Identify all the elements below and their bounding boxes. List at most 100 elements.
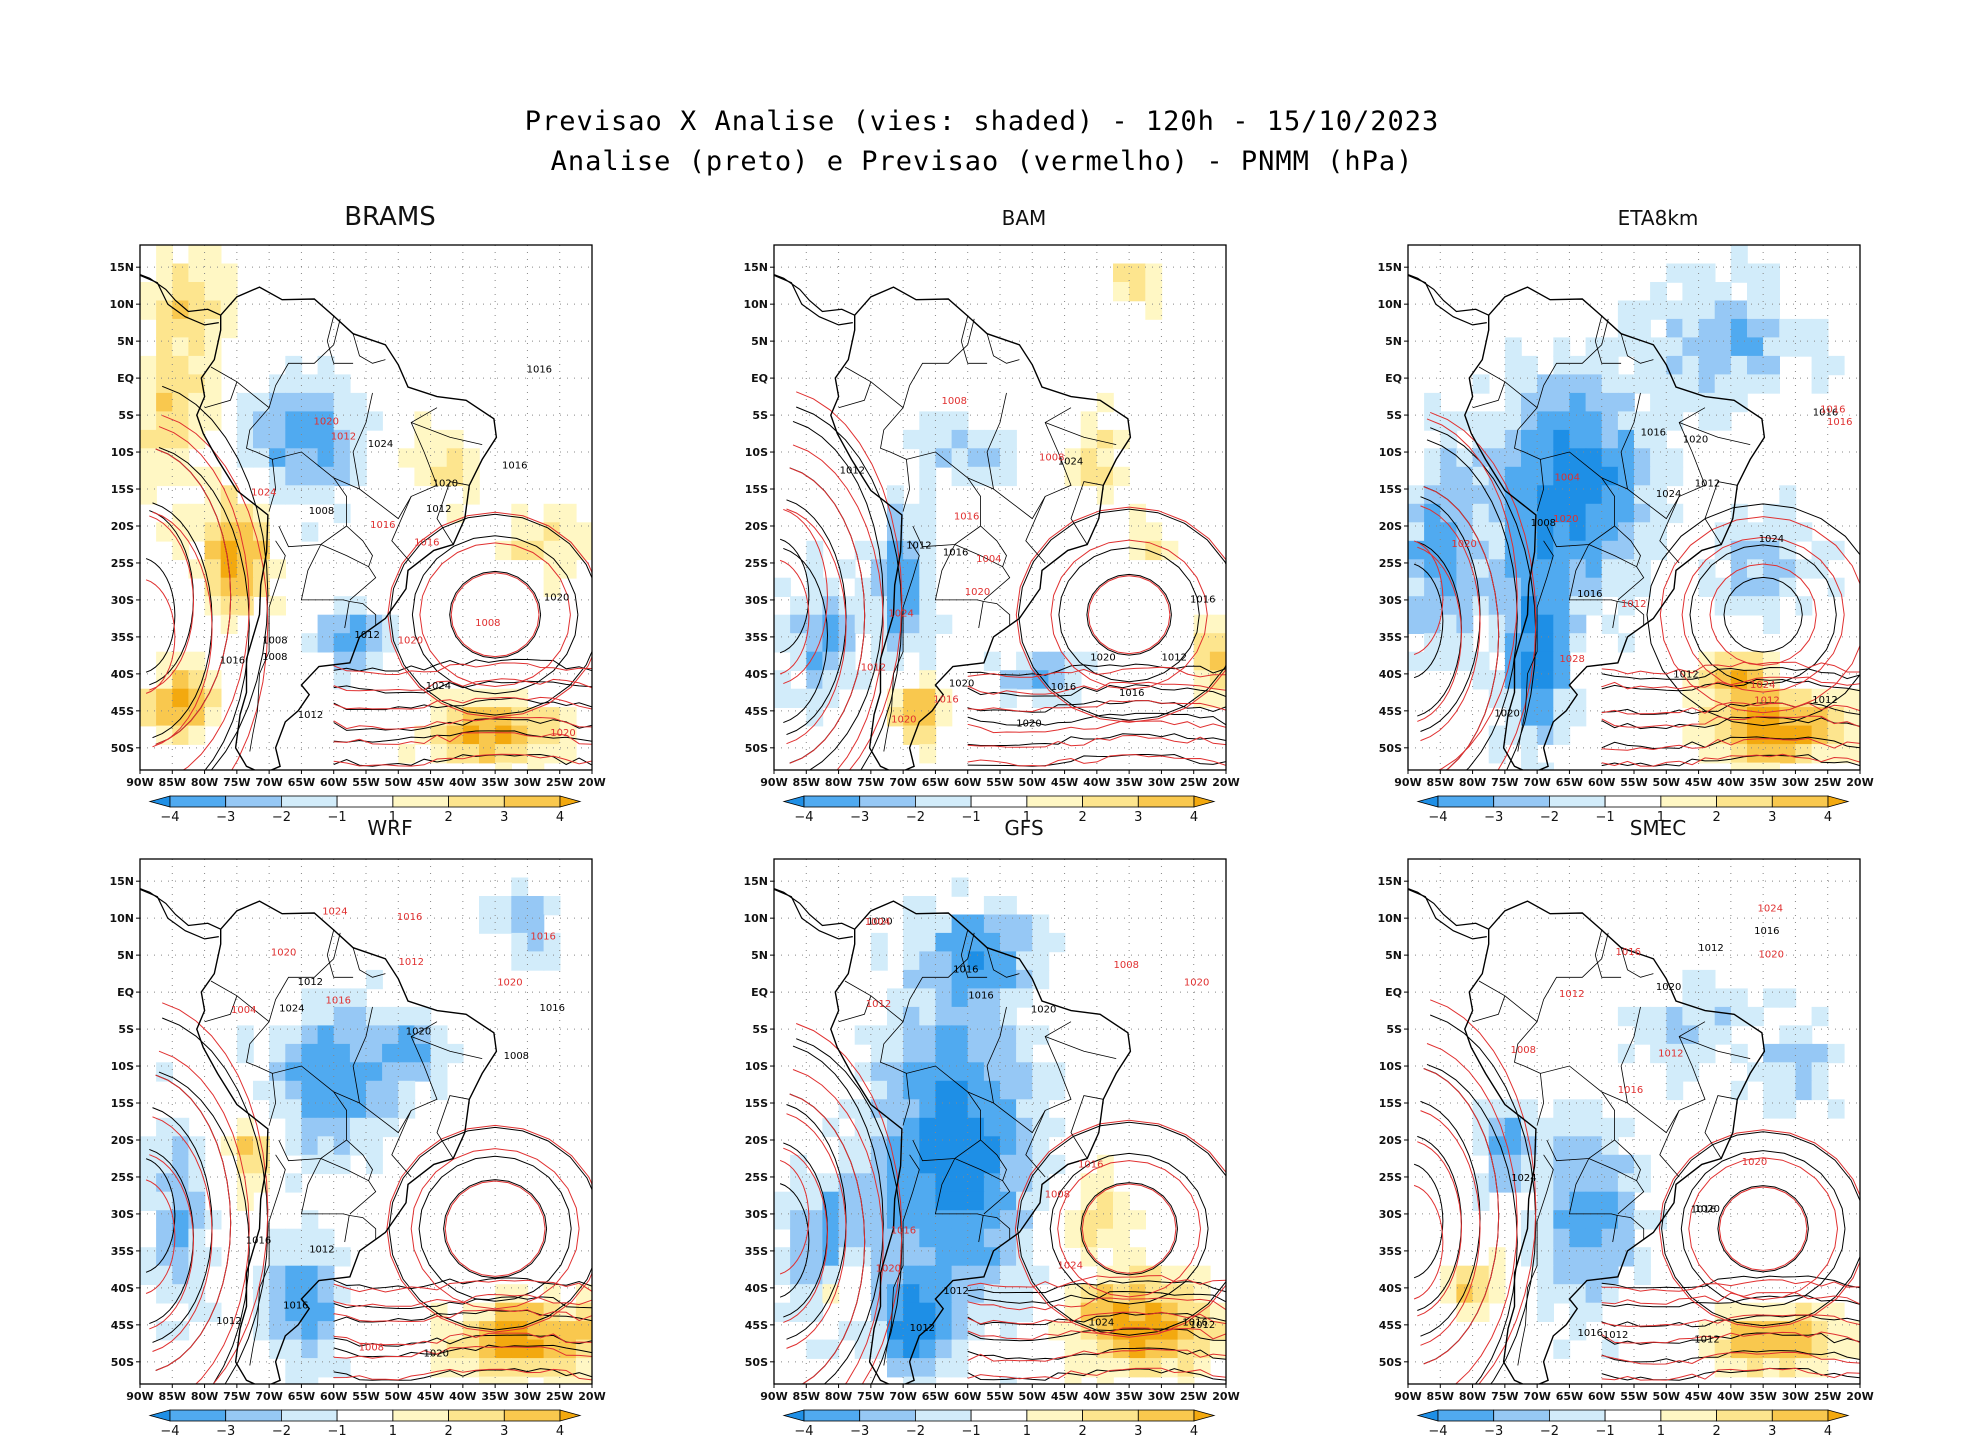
bias-cell	[140, 300, 157, 320]
bias-cell	[382, 614, 399, 634]
x-tick-label: 65W	[922, 1390, 949, 1403]
bias-cell	[1129, 1265, 1146, 1285]
bias-cell	[156, 1265, 173, 1285]
y-tick-label: 35S	[111, 631, 134, 644]
bias-cell	[1145, 1358, 1163, 1378]
bias-cell	[1424, 522, 1441, 542]
bias-cell	[1488, 411, 1506, 431]
colorbar-swatch	[169, 795, 227, 808]
bias-cell	[1537, 577, 1554, 597]
bias-cell	[1730, 318, 1748, 339]
colorbar-label: 2	[1078, 1424, 1086, 1436]
bias-cell	[967, 1265, 985, 1285]
bias-cell	[511, 1339, 529, 1359]
bias-cell	[1440, 411, 1458, 431]
bias-cell	[967, 1247, 985, 1267]
bias-cell	[1016, 1228, 1033, 1248]
bias-cell	[349, 466, 367, 487]
bias-cell	[1096, 1210, 1114, 1230]
bias-cell	[1456, 1284, 1474, 1304]
forecast-contour-label: 1020	[1742, 1157, 1767, 1168]
bias-cell	[1714, 318, 1732, 339]
bias-cell	[1080, 429, 1098, 450]
country-border	[391, 1110, 412, 1178]
bias-cell	[1763, 1099, 1780, 1119]
bias-cell	[1553, 411, 1571, 431]
forecast-contour-label: 1004	[1555, 472, 1580, 483]
bias-cell	[188, 503, 206, 524]
bias-cell	[1537, 633, 1554, 653]
colorbar-swatch	[1771, 795, 1829, 808]
bias-cell	[1537, 1265, 1554, 1285]
bias-cell	[236, 577, 254, 597]
bias-cell	[172, 374, 190, 394]
x-tick-label: 40W	[1717, 776, 1744, 789]
forecast-isobar	[1426, 1043, 1518, 1384]
bias-cell	[527, 951, 545, 971]
bias-cell	[398, 1099, 416, 1119]
bias-cell	[1096, 1173, 1114, 1193]
bias-cell	[774, 1265, 791, 1285]
bias-cell	[1795, 1025, 1813, 1045]
bias-cell	[1032, 969, 1050, 990]
colorbar-swatch	[1437, 795, 1495, 808]
bias-cell	[1634, 1247, 1651, 1267]
colorbar-label: −1	[962, 810, 981, 825]
bias-cell	[462, 448, 480, 468]
bias-cell	[903, 988, 920, 1008]
x-tick-label: 30W	[1148, 776, 1175, 789]
x-tick-label: 75W	[857, 776, 884, 789]
forecast-isobar	[333, 1368, 592, 1381]
bias-cell	[1553, 1191, 1571, 1211]
bias-cell	[1472, 559, 1490, 579]
bias-cell	[543, 896, 561, 916]
bias-cell	[919, 633, 937, 653]
bias-cell	[333, 651, 351, 671]
bias-cell	[1601, 411, 1619, 431]
bias-cell	[1113, 1284, 1130, 1304]
bias-cell	[887, 1117, 904, 1138]
x-tick-label: 35W	[481, 776, 508, 789]
bias-cell	[204, 596, 222, 616]
bias-cell	[511, 896, 529, 916]
bias-cell	[1682, 374, 1700, 394]
bias-cell	[903, 596, 920, 616]
bias-cell	[462, 485, 480, 505]
bias-cell	[1113, 429, 1130, 450]
bias-cell	[269, 392, 286, 413]
bias-cell	[935, 1339, 953, 1359]
bias-cell	[285, 411, 303, 431]
analysis-contour-label: 1024	[1089, 1317, 1114, 1328]
bias-cell	[1634, 485, 1651, 505]
x-tick-label: 60W	[1588, 776, 1615, 789]
bias-cell	[333, 374, 351, 394]
bias-cell	[172, 1173, 190, 1193]
bias-cell	[1569, 485, 1587, 505]
bias-cell	[1601, 577, 1619, 597]
bias-cell	[269, 1228, 286, 1248]
y-tick-label: 30S	[111, 594, 134, 607]
bias-cell	[575, 1321, 592, 1341]
forecast-contour-label: 1024	[1750, 680, 1775, 691]
colorbar-label: −2	[1540, 810, 1559, 825]
bias-cell	[301, 448, 319, 468]
bias-cell	[1456, 466, 1474, 487]
bias-cell	[822, 1339, 840, 1359]
forecast-contour-label: 1004	[976, 554, 1001, 565]
y-tick-label: 50S	[1379, 742, 1402, 755]
bias-cell	[236, 448, 254, 468]
bias-cell	[511, 725, 529, 745]
analysis-isobar	[449, 570, 542, 659]
x-tick-label: 50W	[385, 776, 412, 789]
analysis-contour-label: 1016	[968, 991, 993, 1002]
forecast-isobar	[1601, 715, 1860, 728]
bias-cell	[1569, 596, 1587, 616]
bias-cell	[1000, 1321, 1017, 1341]
bias-cell	[285, 1321, 303, 1341]
bias-cell	[301, 1025, 319, 1045]
country-border	[300, 544, 350, 602]
bias-cell	[220, 577, 238, 597]
bias-cell	[479, 1358, 496, 1378]
bias-cell	[903, 1099, 920, 1119]
x-tick-label: 30W	[1148, 1390, 1175, 1403]
